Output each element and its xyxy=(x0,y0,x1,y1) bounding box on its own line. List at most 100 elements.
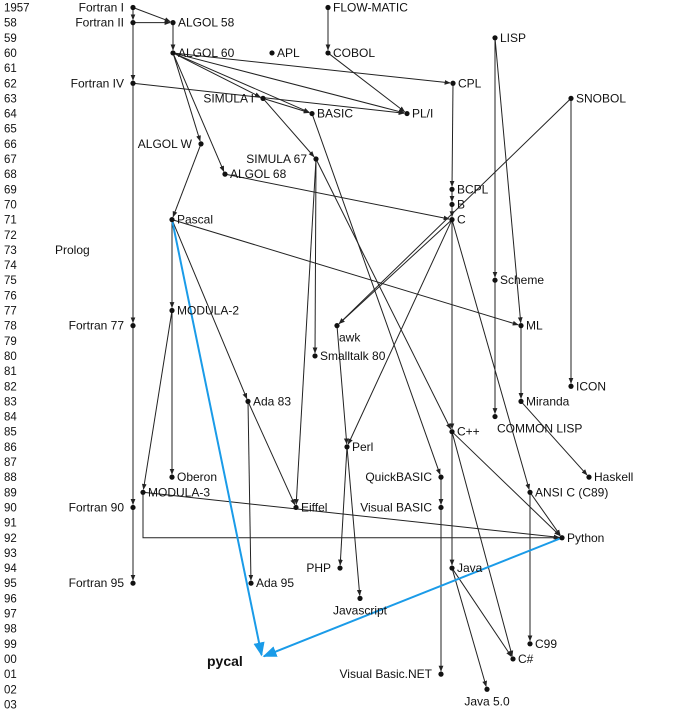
node-javascript xyxy=(357,595,363,601)
node-basic xyxy=(309,110,315,117)
label-php: PHP xyxy=(306,561,331,575)
node-pascal xyxy=(169,217,175,223)
edge-algolw-pascal xyxy=(172,143,202,218)
edge-java-csharp xyxy=(451,567,512,657)
year-label: 76 xyxy=(4,290,17,302)
year-label: 70 xyxy=(4,199,17,211)
year-label: 66 xyxy=(4,139,17,151)
node-java xyxy=(449,565,455,571)
label-smalltalk80: Smalltalk 80 xyxy=(320,349,386,363)
label-python: Python xyxy=(567,531,604,545)
year-label: 64 xyxy=(4,109,17,121)
node-snobol xyxy=(568,95,574,101)
label-perl: Perl xyxy=(352,440,373,454)
node-cpl xyxy=(450,80,456,86)
year-label: 62 xyxy=(4,78,17,90)
edge-simula67-smalltalk80 xyxy=(312,158,318,354)
edge-algol60-pli xyxy=(172,52,405,114)
label-flowmatic: FLOW-MATIC xyxy=(333,1,408,15)
node-haskell xyxy=(586,474,592,480)
nodes xyxy=(130,4,592,692)
label-cobol: COBOL xyxy=(333,46,375,60)
edge-ansic-python xyxy=(529,492,561,536)
node-quickbasic xyxy=(438,474,444,480)
node-bcpl xyxy=(449,186,455,192)
label-prolog: Prolog xyxy=(55,243,90,257)
label-cpp: C++ xyxy=(457,425,480,439)
edge-cpl-bcpl xyxy=(449,83,455,187)
label-ml: ML xyxy=(526,319,543,333)
year-label: 01 xyxy=(4,669,17,681)
edge-simula1-basic xyxy=(262,97,310,114)
label-pascal: Pascal xyxy=(177,213,213,227)
node-cobol xyxy=(325,50,331,56)
year-label: 74 xyxy=(4,260,17,272)
node-simula67 xyxy=(313,156,319,162)
node-simula1 xyxy=(260,95,266,101)
year-label: 93 xyxy=(4,548,17,560)
node-smalltalk80 xyxy=(312,353,318,359)
label-quickbasic: QuickBASIC xyxy=(365,470,432,484)
node-commonlisp xyxy=(492,413,498,420)
year-label: 59 xyxy=(4,33,17,45)
edge-cobol-pli xyxy=(327,52,406,113)
edge-simula1-simula67 xyxy=(262,98,315,158)
year-label: 99 xyxy=(4,639,17,651)
label-algol60: ALGOL 60 xyxy=(178,46,235,60)
year-label: 58 xyxy=(4,18,17,30)
label-algolw: ALGOL W xyxy=(138,137,193,151)
year-label: 97 xyxy=(4,609,17,621)
year-label: 65 xyxy=(4,124,17,136)
label-apl: APL xyxy=(277,46,300,60)
label-bcpl: BCPL xyxy=(457,182,489,196)
label-fortran2: Fortran II xyxy=(75,16,124,30)
label-b: B xyxy=(457,197,465,211)
year-label: 84 xyxy=(4,412,17,424)
node-oberon xyxy=(169,474,175,480)
year-label: 87 xyxy=(4,457,17,469)
year-label: 98 xyxy=(4,624,17,636)
label-simula1: SIMULA I xyxy=(203,91,254,105)
edge-c-perl xyxy=(347,219,453,445)
label-commonlisp: COMMON LISP xyxy=(497,422,582,436)
label-pli: PL/I xyxy=(412,107,433,121)
label-awk: awk xyxy=(339,331,361,345)
edge-snobol-awk xyxy=(338,98,572,324)
year-label: 79 xyxy=(4,336,17,348)
label-modula2: MODULA-2 xyxy=(177,304,239,318)
edge-awk-perl xyxy=(336,325,349,445)
node-icon xyxy=(568,383,574,389)
label-modula3: MODULA-3 xyxy=(148,485,210,499)
year-label: 80 xyxy=(4,351,17,363)
edge-algol60-simula1 xyxy=(172,52,261,98)
edge-cpp-python xyxy=(451,431,561,537)
node-vbnet xyxy=(438,671,444,677)
edge-algol60-basic xyxy=(172,52,310,113)
label-lisp: LISP xyxy=(500,31,526,45)
label-java5: Java 5.0 xyxy=(464,694,510,708)
label-c: C xyxy=(457,213,466,227)
year-label: 96 xyxy=(4,593,17,605)
node-b xyxy=(449,201,455,208)
node-csharp xyxy=(510,656,516,662)
highlight-edge-pascal xyxy=(171,219,265,657)
highlight-label: pycal xyxy=(207,653,243,669)
node-lisp xyxy=(492,35,498,41)
label-cpl: CPL xyxy=(458,76,482,90)
node-pli xyxy=(404,110,410,117)
node-flowmatic xyxy=(325,4,331,11)
year-label: 83 xyxy=(4,396,17,408)
year-label: 91 xyxy=(4,518,17,530)
edge-java-java5 xyxy=(451,567,487,687)
label-algol68: ALGOL 68 xyxy=(230,167,287,181)
highlight-edges xyxy=(171,219,563,658)
edge-ada83-eiffel xyxy=(247,401,296,506)
label-simula67: SIMULA 67 xyxy=(246,152,307,166)
node-algol58 xyxy=(170,20,176,26)
edges xyxy=(130,7,588,687)
label-fortran90: Fortran 90 xyxy=(69,500,125,514)
year-label: 77 xyxy=(4,306,17,318)
year-label: 63 xyxy=(4,93,17,105)
